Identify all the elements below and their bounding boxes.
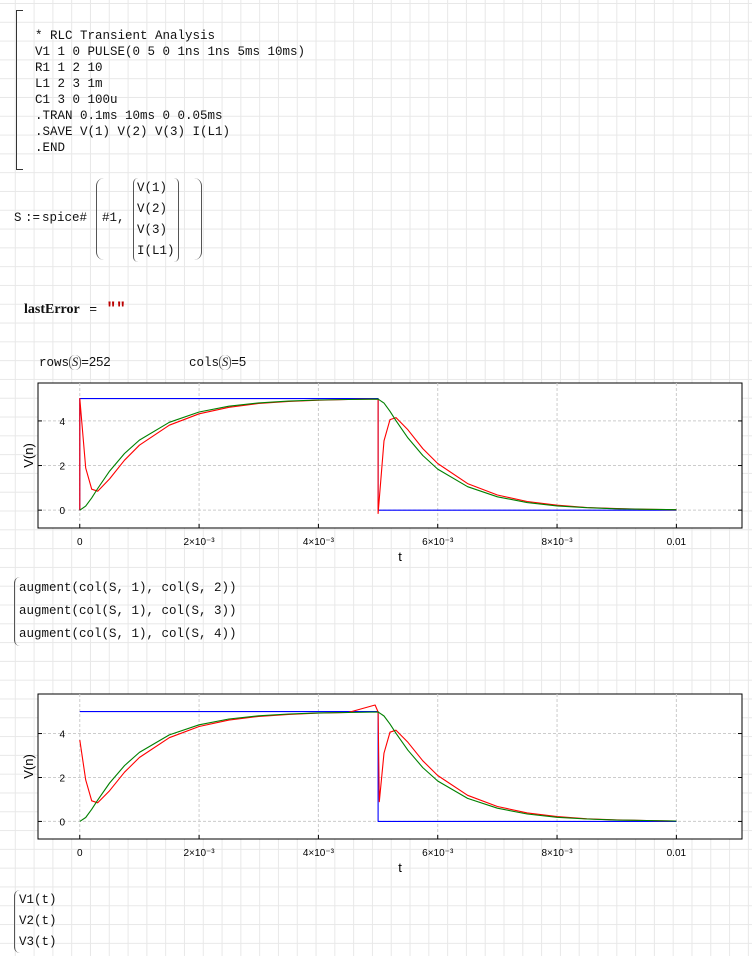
y-tick-label: 4	[59, 417, 65, 428]
last-error-expression[interactable]: lastError = ""	[24, 300, 126, 318]
x-tick-label: 6×10⁻³	[422, 537, 454, 548]
x-axis-label: t	[398, 549, 402, 564]
equals-sign: =	[89, 301, 97, 316]
x-tick-label: 8×10⁻³	[541, 848, 573, 859]
rows-expression[interactable]: rows S =252	[24, 340, 111, 370]
netlist-line: .TRAN 0.1ms 10ms 0 0.05ms	[35, 109, 223, 123]
netlist-line: R1 1 2 10	[35, 61, 103, 75]
x-tick-label: 0.01	[667, 848, 687, 859]
augment-expression: augment(col(S, 1), col(S, 3))	[19, 604, 237, 618]
cols-function: cols	[189, 356, 220, 370]
save-vector: V(1) V(2) V(3) I(L1)	[133, 178, 179, 262]
x-tick-label: 0	[77, 537, 83, 548]
vector-item: V(3)	[137, 223, 168, 237]
x-tick-label: 0	[77, 848, 83, 859]
augment-expression: augment(col(S, 1), col(S, 2))	[19, 581, 237, 595]
equals-sign: =	[81, 354, 89, 369]
x-tick-label: 2×10⁻³	[184, 537, 216, 548]
y-axis-label: V(n)	[21, 754, 36, 779]
cols-expression[interactable]: cols S =5	[174, 340, 246, 370]
netlist-line: L1 2 3 1m	[35, 77, 103, 91]
last-error-value: ""	[106, 300, 126, 318]
augment-expression: augment(col(S, 1), col(S, 4))	[19, 627, 237, 641]
function-expression: V3(t)	[19, 935, 57, 949]
rows-value: 252	[88, 354, 111, 369]
x-tick-label: 4×10⁻³	[303, 848, 335, 859]
function-args-paren	[96, 178, 202, 260]
function-spice: spice#	[42, 211, 88, 225]
x-axis-label: t	[398, 860, 402, 875]
y-tick-label: 2	[59, 773, 65, 784]
y-tick-label: 2	[59, 462, 65, 473]
x-tick-label: 6×10⁻³	[422, 848, 454, 859]
series-line	[79, 398, 677, 511]
cols-value: 5	[238, 354, 247, 369]
series-line	[79, 711, 677, 822]
y-tick-label: 0	[59, 506, 65, 517]
variable-s: S	[14, 211, 22, 225]
x-tick-label: 2×10⁻³	[184, 848, 216, 859]
function-expression: V1(t)	[19, 893, 57, 907]
plot-2[interactable]: 0 2×10⁻³ 4×10⁻³ 6×10⁻³ 8×10⁻³ 0.01 0 2 4 t V(n)	[0, 686, 752, 886]
rows-arg: S	[69, 355, 82, 370]
netlist-line: .END	[35, 141, 66, 155]
netlist-line: * RLC Transient Analysis	[35, 29, 216, 43]
x-tick-label: 8×10⁻³	[541, 537, 573, 548]
vector-item: V(2)	[137, 202, 168, 216]
vector-item: V(1)	[137, 181, 168, 195]
y-axis-label: V(n)	[21, 443, 36, 468]
x-tick-label: 0.01	[667, 537, 687, 548]
spice-assignment[interactable]: S := spice# #1, V(1) V(2) V(3) I(L1)	[14, 176, 202, 262]
plot-area	[37, 382, 743, 529]
plot-2-expression-list[interactable]: V1(t) V2(t) V3(t)	[14, 890, 57, 953]
arg-reference: #1,	[102, 211, 125, 225]
last-error-name: lastError	[24, 302, 80, 317]
plot-1[interactable]: 0 2×10⁻³ 4×10⁻³ 6×10⁻³ 8×10⁻³ 0.01 0 2 4 t V(n)	[0, 375, 752, 575]
cols-arg: S	[219, 355, 232, 370]
netlist-line: C1 3 0 100u	[35, 93, 118, 107]
netlist-line: V1 1 0 PULSE(0 5 0 1ns 1ns 5ms 10ms)	[35, 45, 306, 59]
plot-1-expression-list[interactable]: augment(col(S, 1), col(S, 2)) augment(co…	[14, 577, 237, 646]
rows-function: rows	[39, 356, 70, 370]
plot-area	[37, 693, 743, 840]
vector-item: I(L1)	[137, 244, 175, 258]
function-expression: V2(t)	[19, 914, 57, 928]
series-line	[79, 711, 677, 822]
assign-operator: :=	[25, 211, 41, 225]
y-tick-label: 0	[59, 817, 65, 828]
equals-sign: =	[231, 354, 239, 369]
netlist-line: .SAVE V(1) V(2) V(3) I(L1)	[35, 125, 231, 139]
y-tick-label: 4	[59, 730, 65, 741]
netlist-text-region[interactable]: * RLC Transient Analysis V1 1 0 PULSE(0 …	[16, 10, 357, 170]
x-tick-label: 4×10⁻³	[303, 537, 335, 548]
